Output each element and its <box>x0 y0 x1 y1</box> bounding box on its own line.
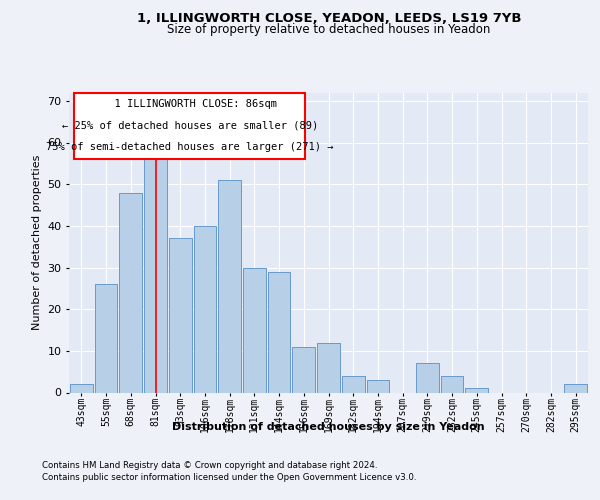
FancyBboxPatch shape <box>74 92 305 158</box>
Bar <box>119 192 142 392</box>
Bar <box>441 376 463 392</box>
Text: 75% of semi-detached houses are larger (271) →: 75% of semi-detached houses are larger (… <box>46 142 334 152</box>
Text: Contains public sector information licensed under the Open Government Licence v3: Contains public sector information licen… <box>42 473 416 482</box>
Bar <box>218 180 241 392</box>
Bar <box>466 388 488 392</box>
Bar <box>194 226 216 392</box>
Bar <box>144 155 167 392</box>
Text: Contains HM Land Registry data © Crown copyright and database right 2024.: Contains HM Land Registry data © Crown c… <box>42 462 377 470</box>
Bar <box>342 376 365 392</box>
Bar <box>292 346 315 393</box>
Bar <box>416 364 439 392</box>
Bar <box>317 342 340 392</box>
Bar <box>268 272 290 392</box>
Bar <box>95 284 118 393</box>
Text: ← 25% of detached houses are smaller (89): ← 25% of detached houses are smaller (89… <box>62 120 318 130</box>
Bar <box>243 268 266 392</box>
Bar <box>169 238 191 392</box>
Text: Distribution of detached houses by size in Yeadon: Distribution of detached houses by size … <box>172 422 485 432</box>
Bar <box>70 384 93 392</box>
Text: Size of property relative to detached houses in Yeadon: Size of property relative to detached ho… <box>167 24 490 36</box>
Text: 1 ILLINGWORTH CLOSE: 86sqm: 1 ILLINGWORTH CLOSE: 86sqm <box>102 100 277 110</box>
Y-axis label: Number of detached properties: Number of detached properties <box>32 155 41 330</box>
Bar <box>367 380 389 392</box>
Bar <box>564 384 587 392</box>
Text: 1, ILLINGWORTH CLOSE, YEADON, LEEDS, LS19 7YB: 1, ILLINGWORTH CLOSE, YEADON, LEEDS, LS1… <box>137 12 521 26</box>
